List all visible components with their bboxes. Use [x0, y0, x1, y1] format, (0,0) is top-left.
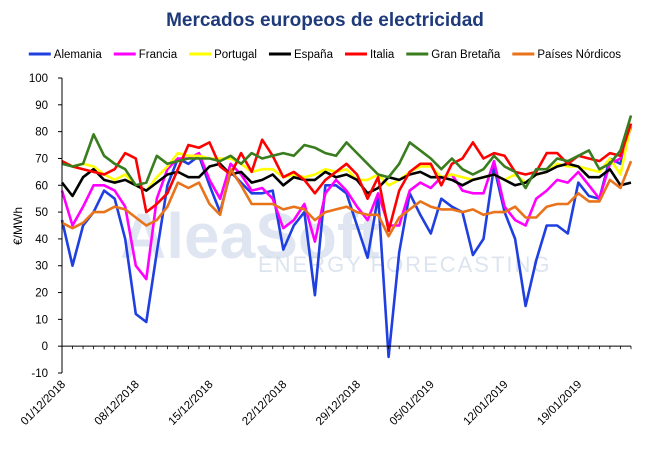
legend-item: Francia — [113, 49, 178, 61]
watermark: AleaSoft ENERGY FORECASTING — [120, 200, 552, 277]
legend-item: Países Nórdicos — [512, 49, 621, 61]
x-tick-label: 05/01/2019 — [388, 379, 437, 428]
series-line-francia — [60, 125, 633, 281]
y-tick-label: 90 — [35, 100, 48, 112]
legend-item: Alemania — [28, 49, 103, 61]
y-tick-label: -10 — [31, 368, 48, 380]
series-line-gran-bretaña — [61, 115, 633, 190]
y-tick-label: 100 — [29, 73, 48, 85]
legend-label: Italia — [370, 49, 395, 61]
x-tick-label: 01/12/2018 — [19, 379, 68, 428]
legend-label: España — [294, 49, 334, 61]
y-tick-label: 20 — [35, 288, 48, 300]
x-axis: 01/12/2018 08/12/2018 15/12/2018 22/12/2018… — [19, 345, 632, 428]
y-tick-label: 60 — [35, 180, 48, 192]
series-line-países-nórdicos — [61, 160, 633, 238]
legend-label: Portugal — [214, 49, 257, 61]
x-tick-label: 29/12/2018 — [314, 379, 363, 428]
x-tick-label: 12/01/2019 — [461, 379, 510, 428]
legend-label: Francia — [139, 49, 178, 61]
series-line-alemania — [60, 125, 633, 359]
x-tick-label: 22/12/2018 — [240, 379, 289, 428]
y-axis-title: €/MWh — [11, 207, 25, 245]
series-line-españa — [60, 162, 632, 198]
watermark-sub: ENERGY FORECASTING — [258, 252, 552, 277]
y-tick-label: 80 — [35, 127, 48, 139]
y-axis: -10 0 10 20 30 40 50 60 70 80 90 100 — [29, 73, 63, 380]
legend: Alemania Francia Portugal España Italia Gran … — [28, 49, 621, 61]
legend-item: España — [268, 49, 334, 61]
x-tick-label: 19/01/2019 — [535, 379, 584, 428]
legend-label: Gran Bretaña — [431, 49, 501, 61]
series-line-italia — [61, 123, 633, 233]
chart-title: Mercados europeos de electricidad — [166, 10, 484, 31]
y-tick-label: 10 — [35, 314, 48, 326]
legend-label: Países Nórdicos — [537, 49, 621, 61]
legend-item: Portugal — [189, 49, 257, 61]
y-tick-label: 30 — [35, 261, 48, 273]
y-tick-label: 70 — [35, 153, 48, 165]
legend-item: Italia — [344, 49, 395, 61]
y-tick-label: 50 — [35, 207, 48, 219]
plot-area — [60, 115, 633, 359]
legend-label: Alemania — [54, 49, 103, 61]
y-tick-label: 0 — [42, 341, 48, 353]
x-tick-label: 15/12/2018 — [166, 379, 215, 428]
y-tick-label: 40 — [35, 234, 48, 246]
legend-item: Gran Bretaña — [406, 49, 501, 61]
x-tick-label: 08/12/2018 — [93, 379, 142, 428]
